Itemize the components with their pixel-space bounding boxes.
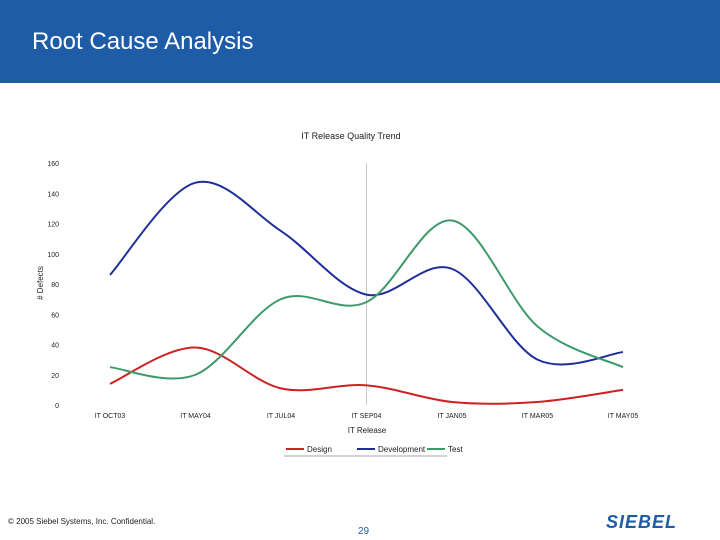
y-tick-label: 40 bbox=[51, 343, 59, 350]
page-number: 29 bbox=[358, 526, 370, 537]
y-tick-label: 60 bbox=[51, 312, 59, 319]
header-band bbox=[0, 0, 720, 83]
y-tick-label: 160 bbox=[47, 161, 59, 168]
x-axis-ticks: IT OCT03 IT MAY04 IT JUL04 IT SEP04 IT JAN05… bbox=[95, 413, 639, 420]
legend-label-design: Design bbox=[307, 445, 332, 454]
y-tick-label: 140 bbox=[47, 191, 59, 198]
series-lines bbox=[109, 180, 624, 405]
slide-title: Root Cause Analysis bbox=[32, 28, 254, 55]
x-tick-label: IT MAR05 bbox=[522, 413, 553, 420]
siebel-logo: SIEBEL bbox=[606, 512, 678, 532]
series-line-test bbox=[109, 219, 624, 380]
y-tick-label: 100 bbox=[47, 252, 59, 259]
y-tick-label: 0 bbox=[55, 403, 59, 410]
x-tick-label: IT JAN05 bbox=[437, 413, 466, 420]
legend: Design Development Test bbox=[284, 445, 463, 457]
series-line-design bbox=[109, 346, 624, 405]
y-axis-label: # Defects bbox=[36, 266, 45, 300]
legend-label-development: Development bbox=[378, 445, 426, 454]
x-tick-label: IT SEP04 bbox=[352, 413, 382, 420]
x-axis-label: IT Release bbox=[348, 426, 387, 435]
y-tick-label: 120 bbox=[47, 222, 59, 229]
x-tick-label: IT OCT03 bbox=[95, 413, 126, 420]
series-line-development bbox=[109, 180, 624, 366]
x-tick-label: IT MAY05 bbox=[608, 413, 639, 420]
footer-copyright: © 2005 Siebel Systems, Inc. Confidential… bbox=[8, 517, 156, 526]
y-tick-label: 80 bbox=[51, 282, 59, 289]
chart-title: IT Release Quality Trend bbox=[301, 131, 400, 141]
x-tick-label: IT JUL04 bbox=[267, 413, 295, 420]
y-tick-label: 20 bbox=[51, 373, 59, 380]
x-tick-label: IT MAY04 bbox=[180, 413, 211, 420]
legend-label-test: Test bbox=[448, 445, 463, 454]
y-axis-ticks: 0 20 40 60 80 100 120 140 160 bbox=[47, 161, 59, 410]
